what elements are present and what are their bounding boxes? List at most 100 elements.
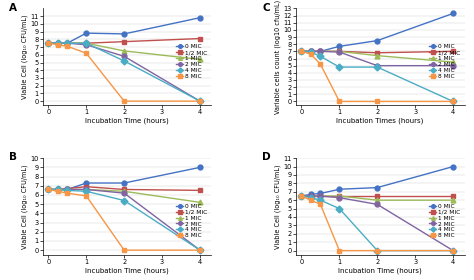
0 MIC <box>308 50 314 53</box>
1/2 MIC <box>318 194 323 198</box>
2 MIC <box>46 188 51 191</box>
0 MIC <box>299 194 304 198</box>
8 MIC <box>121 99 127 103</box>
8 MIC <box>318 62 323 66</box>
1 MIC <box>299 194 304 198</box>
2 MIC <box>121 192 127 195</box>
1 MIC <box>55 41 61 45</box>
Line: 0 MIC: 0 MIC <box>299 164 456 199</box>
Line: 1 MIC: 1 MIC <box>46 41 202 62</box>
2 MIC <box>121 55 127 58</box>
2 MIC <box>374 64 380 67</box>
1 MIC <box>337 50 342 53</box>
2 MIC <box>64 188 70 191</box>
Line: 8 MIC: 8 MIC <box>46 187 202 253</box>
8 MIC <box>83 194 89 198</box>
0 MIC <box>308 193 314 196</box>
8 MIC <box>197 249 203 252</box>
Y-axis label: Viable Cell (log₁₀ CFU/mL): Viable Cell (log₁₀ CFU/mL) <box>21 15 28 99</box>
Line: 4 MIC: 4 MIC <box>299 193 456 253</box>
X-axis label: Incubation Time (hours): Incubation Time (hours) <box>338 267 422 274</box>
1/2 MIC <box>64 187 70 190</box>
2 MIC <box>55 188 61 191</box>
Line: 1 MIC: 1 MIC <box>299 193 456 203</box>
1 MIC <box>64 41 70 45</box>
1/2 MIC <box>55 41 61 45</box>
0 MIC <box>121 32 127 36</box>
1/2 MIC <box>299 50 304 53</box>
Legend: 0 MIC, 1/2 MIC, 1 MIC, 2 MIC, 4 MIC, 8 MIC: 0 MIC, 1/2 MIC, 1 MIC, 2 MIC, 4 MIC, 8 M… <box>428 202 462 240</box>
2 MIC <box>337 196 342 199</box>
Line: 1/2 MIC: 1/2 MIC <box>46 184 202 193</box>
0 MIC <box>337 188 342 191</box>
8 MIC <box>64 192 70 195</box>
1 MIC <box>197 201 203 204</box>
0 MIC <box>299 50 304 53</box>
1 MIC <box>318 194 323 198</box>
8 MIC <box>46 188 51 191</box>
1/2 MIC <box>121 188 127 191</box>
0 MIC <box>55 41 61 45</box>
8 MIC <box>121 249 127 252</box>
4 MIC <box>318 55 323 58</box>
1/2 MIC <box>337 50 342 53</box>
Line: 1 MIC: 1 MIC <box>46 187 202 205</box>
Legend: 0 MIC, 1/2 MIC, 1 MIC, 2 MIC, 4 MIC, 8 MIC: 0 MIC, 1/2 MIC, 1 MIC, 2 MIC, 4 MIC, 8 M… <box>428 43 462 80</box>
Text: A: A <box>9 3 17 13</box>
1 MIC <box>450 60 456 64</box>
8 MIC <box>337 249 342 252</box>
8 MIC <box>308 53 314 56</box>
4 MIC <box>46 41 51 45</box>
1/2 MIC <box>450 194 456 198</box>
2 MIC <box>197 99 203 103</box>
1 MIC <box>121 49 127 53</box>
8 MIC <box>299 194 304 198</box>
4 MIC <box>83 190 89 193</box>
2 MIC <box>83 188 89 191</box>
Line: 1/2 MIC: 1/2 MIC <box>299 49 456 55</box>
4 MIC <box>374 249 380 252</box>
1 MIC <box>197 58 203 61</box>
1 MIC <box>337 194 342 198</box>
4 MIC <box>197 99 203 103</box>
Line: 4 MIC: 4 MIC <box>299 49 456 104</box>
8 MIC <box>374 249 380 252</box>
Line: 8 MIC: 8 MIC <box>299 49 456 104</box>
1 MIC <box>318 50 323 53</box>
0 MIC <box>46 188 51 191</box>
1 MIC <box>450 199 456 202</box>
2 MIC <box>337 50 342 54</box>
0 MIC <box>374 39 380 42</box>
0 MIC <box>64 188 70 191</box>
4 MIC <box>450 249 456 252</box>
Line: 0 MIC: 0 MIC <box>46 15 202 46</box>
2 MIC <box>83 43 89 46</box>
X-axis label: Incubation Times (hours): Incubation Times (hours) <box>337 117 424 124</box>
1 MIC <box>83 188 89 191</box>
4 MIC <box>55 41 61 45</box>
1 MIC <box>46 41 51 45</box>
0 MIC <box>197 166 203 169</box>
2 MIC <box>318 194 323 198</box>
2 MIC <box>318 50 323 53</box>
0 MIC <box>318 50 323 53</box>
8 MIC <box>308 199 314 202</box>
Line: 4 MIC: 4 MIC <box>46 187 202 253</box>
1 MIC <box>83 41 89 45</box>
1/2 MIC <box>46 41 51 45</box>
4 MIC <box>337 66 342 69</box>
1 MIC <box>308 194 314 198</box>
4 MIC <box>299 194 304 198</box>
2 MIC <box>450 249 456 252</box>
Line: 1/2 MIC: 1/2 MIC <box>46 36 202 46</box>
4 MIC <box>55 188 61 191</box>
1/2 MIC <box>308 50 314 53</box>
Line: 8 MIC: 8 MIC <box>46 41 202 104</box>
2 MIC <box>299 194 304 198</box>
0 MIC <box>83 181 89 185</box>
Line: 2 MIC: 2 MIC <box>299 49 456 68</box>
2 MIC <box>450 64 456 67</box>
1 MIC <box>374 199 380 202</box>
0 MIC <box>197 16 203 19</box>
Text: B: B <box>9 152 17 162</box>
